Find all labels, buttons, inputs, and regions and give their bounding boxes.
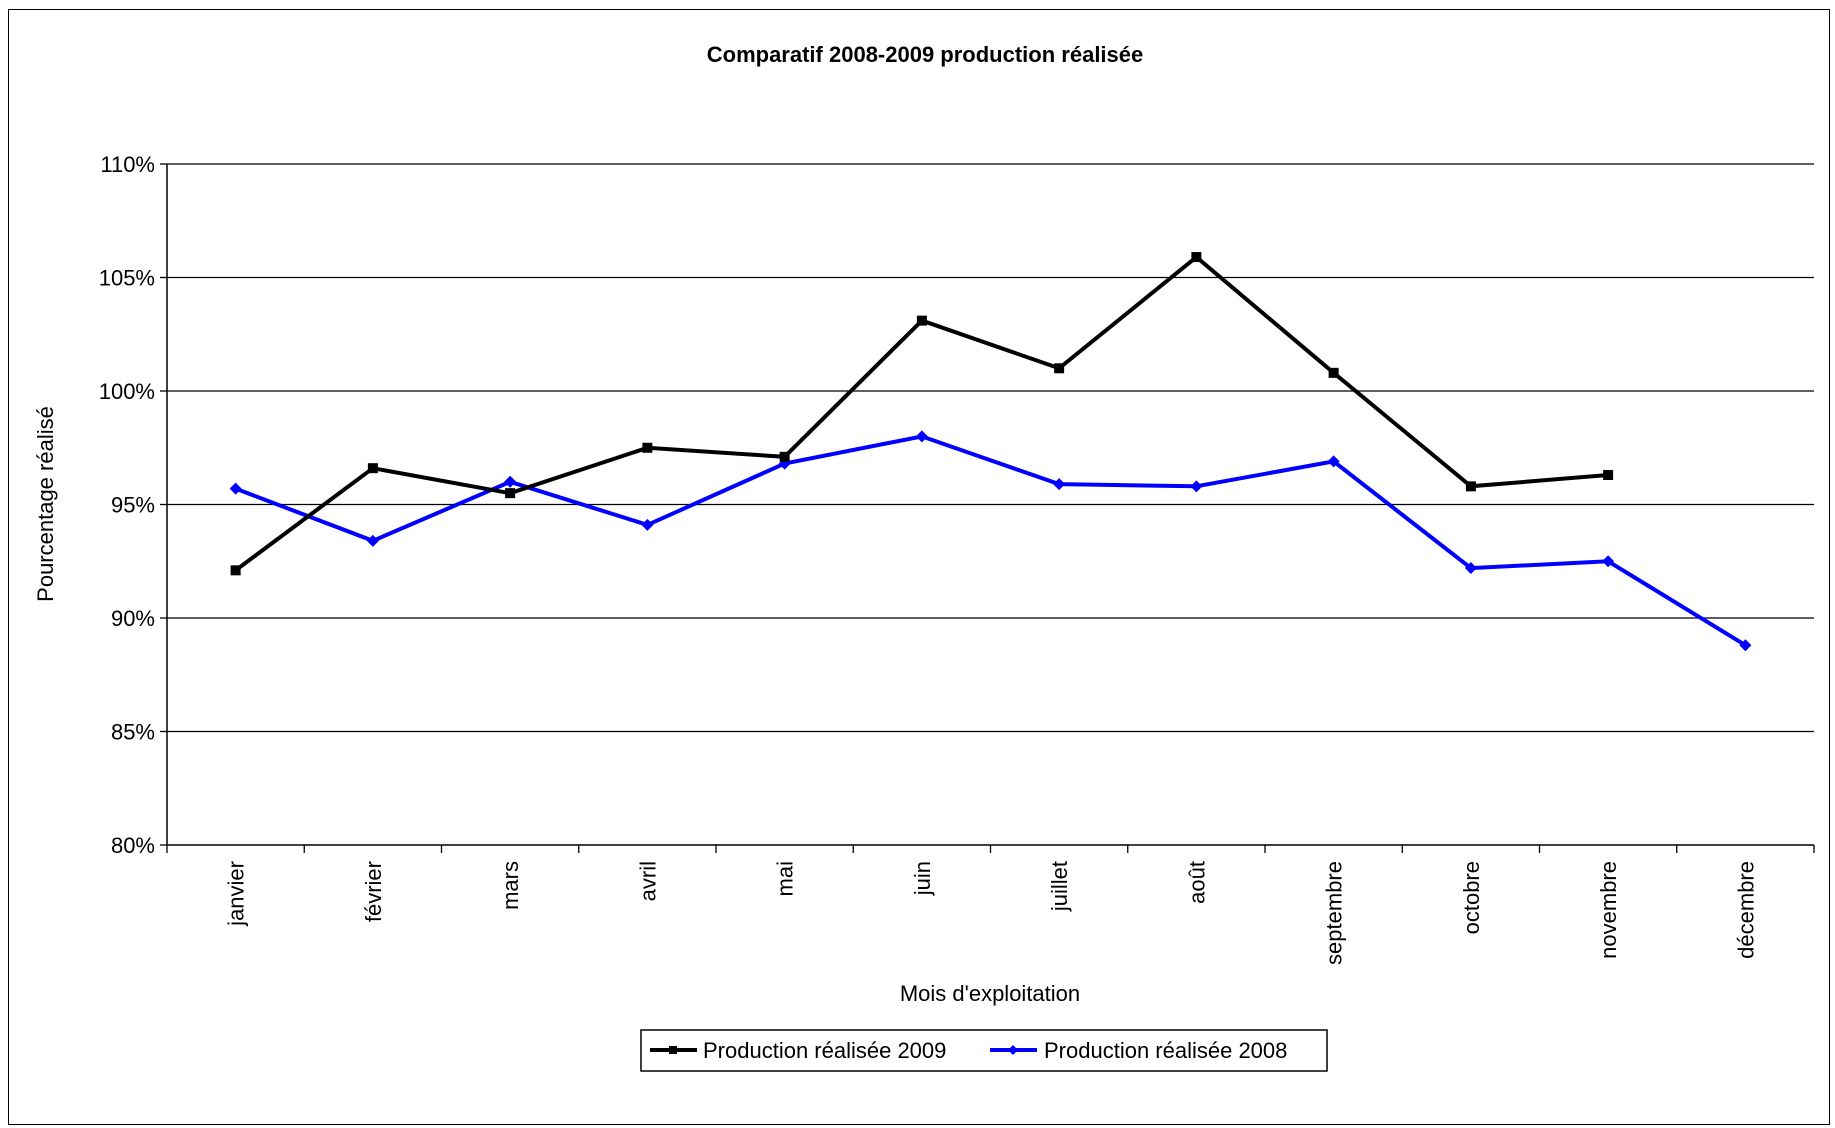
x-axis-title: Mois d'exploitation	[900, 981, 1080, 1006]
data-point-2008	[915, 430, 928, 443]
gridlines	[167, 163, 1814, 733]
data-point-2008	[504, 475, 517, 488]
legend-marker-2009	[669, 1046, 677, 1054]
series-markers	[229, 252, 1752, 652]
legend-item-2009: Production réalisée 2009	[650, 1038, 946, 1063]
y-axis-ticks: 80% 85% 90% 95% 100% 105% 110%	[99, 152, 167, 858]
legend-item-2008: Production réalisée 2008	[990, 1038, 1287, 1063]
x-tick-label: novembre	[1596, 861, 1621, 959]
data-point-2009	[1328, 367, 1339, 378]
legend-box	[640, 1029, 1328, 1072]
y-tick-label: 90%	[111, 606, 155, 631]
legend-label-2009: Production réalisée 2009	[703, 1038, 946, 1063]
data-point-2008	[1739, 639, 1752, 652]
data-point-2008	[366, 534, 379, 547]
x-tick-label: avril	[635, 861, 660, 901]
legend-label-2008: Production réalisée 2008	[1044, 1038, 1287, 1063]
x-tick-label: décembre	[1733, 861, 1758, 959]
y-tick-label: 85%	[111, 720, 155, 745]
x-tick-label: mars	[498, 861, 523, 910]
y-tick-label: 105%	[99, 266, 155, 291]
x-tick-label: mai	[773, 861, 798, 896]
legend-marker-2008	[1008, 1045, 1018, 1055]
data-point-2008	[1327, 455, 1340, 468]
data-point-2008	[229, 482, 242, 495]
y-tick-label: 100%	[99, 379, 155, 404]
data-point-2009	[505, 488, 516, 499]
data-point-2008	[1190, 480, 1203, 493]
x-tick-label: octobre	[1459, 861, 1484, 934]
data-point-2009	[1465, 481, 1476, 492]
data-point-2009	[642, 442, 653, 453]
y-tick-label: 110%	[100, 152, 155, 177]
data-point-2009	[230, 565, 241, 576]
data-point-2009	[916, 315, 927, 326]
y-axis-title: Pourcentage réalisé	[33, 406, 58, 602]
data-point-2009	[1054, 363, 1065, 374]
data-point-2009	[1191, 252, 1202, 263]
y-tick-label: 95%	[111, 493, 155, 518]
data-point-2008	[641, 518, 654, 531]
x-tick-label: janvier	[224, 861, 249, 927]
data-point-2008	[1464, 562, 1477, 575]
legend: Production réalisée 2009 Production réal…	[640, 1029, 1328, 1072]
x-tick-label: août	[1184, 861, 1209, 904]
x-tick-label: juin	[910, 861, 935, 896]
data-point-2009	[367, 463, 378, 474]
data-point-2008	[1602, 555, 1615, 568]
data-point-2009	[779, 451, 790, 462]
series-line-2008	[234, 434, 1747, 647]
x-axis-ticks: janvier février mars avril mai juin juillet aoû…	[166, 845, 1815, 965]
data-point-2008	[1053, 478, 1066, 491]
y-tick-label: 80%	[111, 833, 155, 858]
x-tick-label: septembre	[1322, 861, 1347, 965]
x-tick-label: juillet	[1047, 861, 1072, 912]
x-tick-label: février	[361, 861, 386, 922]
data-point-2009	[1603, 469, 1614, 480]
chart-title: Comparatif 2008-2009 production réalisée	[707, 42, 1144, 67]
